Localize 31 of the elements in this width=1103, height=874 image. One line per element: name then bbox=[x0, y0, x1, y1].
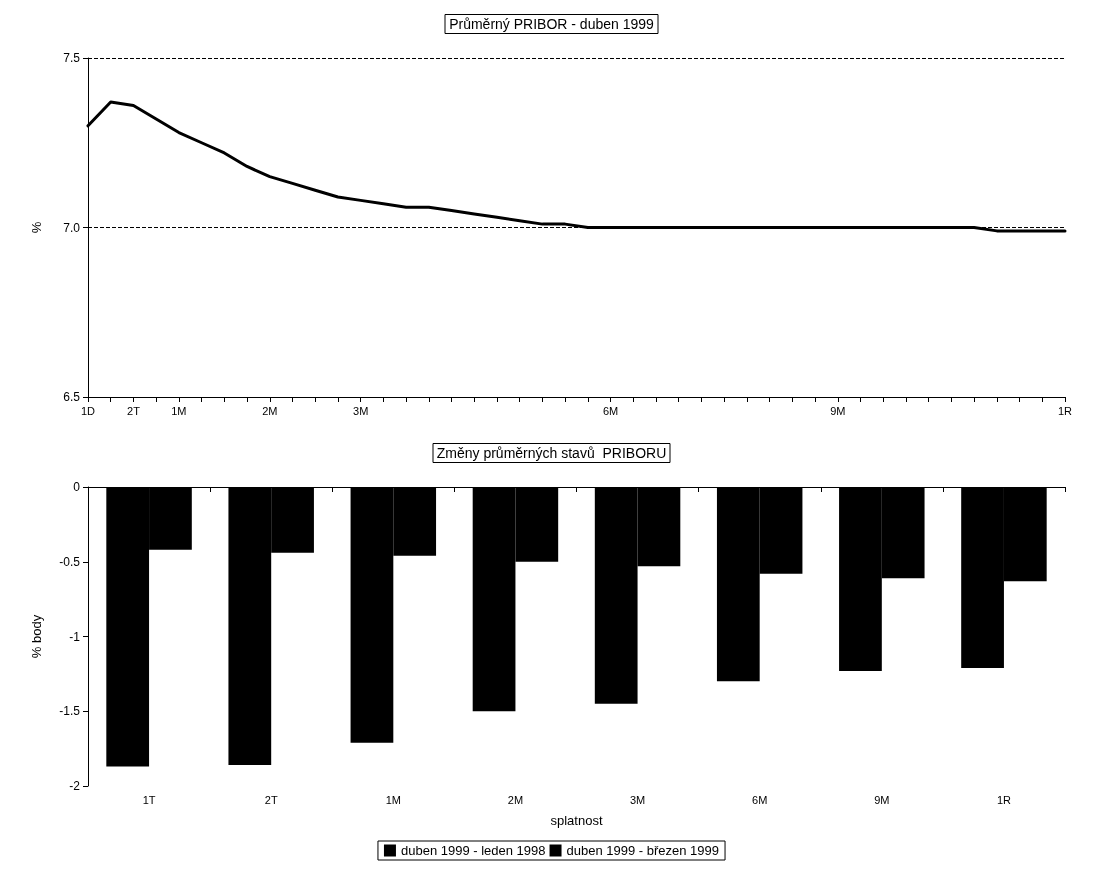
x-axis-title: splatnost bbox=[550, 813, 603, 828]
chart-title: Průměrný PRIBOR - duben 1999 bbox=[449, 16, 655, 32]
x-tick-label: 1D bbox=[80, 404, 96, 417]
x-tick-label: 2M bbox=[262, 404, 278, 417]
x-tick-label: 1M bbox=[385, 793, 401, 806]
x-tick-label: 3M bbox=[629, 793, 646, 806]
y-tick-label: -0.5 bbox=[59, 554, 81, 569]
x-tick-label: 6M bbox=[752, 793, 768, 806]
chart-title: Změny průměrných stavů PRIBORU bbox=[436, 445, 667, 461]
x-tick-label: 1T bbox=[142, 793, 156, 806]
x-tick-label: 2T bbox=[127, 404, 141, 417]
legend-label: duben 1999 - leden 1998 bbox=[400, 843, 546, 858]
x-tick-label: 2M bbox=[507, 793, 524, 806]
y-tick-label: -1.5 bbox=[59, 704, 81, 719]
x-tick-label: 2T bbox=[264, 793, 278, 806]
y-tick-label: -1 bbox=[69, 629, 81, 644]
y-axis-title: % body bbox=[29, 614, 44, 659]
x-tick-label: 9M bbox=[874, 793, 890, 806]
legend-label: duben 1999 - březen 1999 bbox=[566, 843, 720, 858]
x-tick-label: 3M bbox=[353, 404, 369, 417]
x-tick-label: 9M bbox=[830, 404, 846, 417]
y-tick-label: 6.5 bbox=[63, 390, 81, 404]
y-tick-label: 7.5 bbox=[63, 51, 81, 65]
y-axis-title: % bbox=[29, 221, 44, 234]
x-tick-label: 1R bbox=[1057, 404, 1073, 417]
y-tick-label: 7.0 bbox=[63, 220, 81, 235]
y-tick-label: 0 bbox=[73, 480, 81, 494]
x-tick-label: 1R bbox=[996, 793, 1012, 806]
x-tick-label: 1M bbox=[171, 404, 187, 417]
y-tick-label: -2 bbox=[69, 779, 81, 793]
x-tick-label: 6M bbox=[602, 404, 619, 417]
